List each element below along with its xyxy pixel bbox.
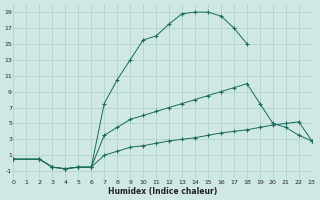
X-axis label: Humidex (Indice chaleur): Humidex (Indice chaleur) <box>108 187 217 196</box>
